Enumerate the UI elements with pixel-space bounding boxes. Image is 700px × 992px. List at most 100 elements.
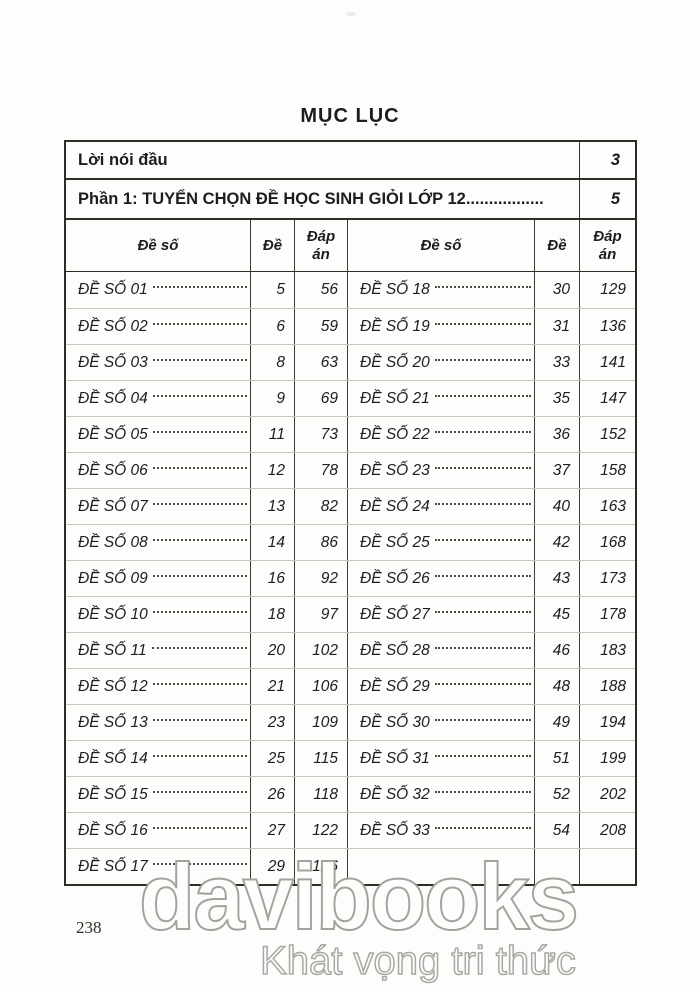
exam-page-text: 49 bbox=[552, 713, 570, 731]
entry-title-text: ĐỀ SỐ 27 bbox=[360, 605, 430, 623]
entry-title-text: ĐỀ SỐ 02 bbox=[78, 317, 148, 335]
entry-title: ĐỀ SỐ 26 bbox=[347, 561, 534, 596]
exam-page: 6 bbox=[250, 309, 294, 344]
answer-page-text: 173 bbox=[600, 569, 626, 587]
exam-page-text: 54 bbox=[552, 821, 570, 839]
entry-title: ĐỀ SỐ 03 bbox=[66, 345, 250, 380]
answer-page: 86 bbox=[294, 525, 347, 560]
answer-page: 109 bbox=[294, 705, 347, 740]
answer-page-text: 188 bbox=[600, 677, 626, 695]
dot-leader bbox=[434, 502, 531, 505]
dot-leader bbox=[152, 538, 247, 541]
toc-row: ĐỀ SỐ 03 8 63 ĐỀ SỐ 20 33 141 bbox=[66, 344, 635, 380]
exam-page-text: 48 bbox=[552, 677, 570, 695]
exam-page: 16 bbox=[250, 561, 294, 596]
exam-page: 20 bbox=[250, 633, 294, 668]
exam-page: 26 bbox=[250, 777, 294, 812]
answer-page-text: 129 bbox=[600, 281, 626, 298]
entry-title-text: ĐỀ SỐ 11 bbox=[78, 641, 147, 659]
entry-title-text: ĐỀ SỐ 31 bbox=[360, 749, 430, 767]
dot-leader bbox=[152, 754, 247, 757]
entry-title-text: ĐỀ SỐ 14 bbox=[78, 749, 148, 767]
exam-page: 12 bbox=[250, 453, 294, 488]
exam-page-text: 9 bbox=[276, 389, 285, 407]
toc-row: ĐỀ SỐ 13 23 109 ĐỀ SỐ 30 49 194 bbox=[66, 704, 635, 740]
dot-leader bbox=[434, 610, 531, 613]
entry-title-text: ĐỀ SỐ 30 bbox=[360, 713, 430, 731]
entry-title: ĐỀ SỐ 17 bbox=[66, 849, 250, 884]
answer-page-text: 63 bbox=[320, 353, 338, 371]
entry-title: ĐỀ SỐ 14 bbox=[66, 741, 250, 776]
exam-page-text: 5 bbox=[276, 281, 285, 298]
exam-page: 8 bbox=[250, 345, 294, 380]
answer-page-text: 109 bbox=[312, 713, 338, 731]
answer-page: 118 bbox=[294, 777, 347, 812]
header-answer-page-left: Đáp án bbox=[294, 220, 347, 271]
answer-page-text: 102 bbox=[312, 641, 338, 659]
foreword-label: Lời nói đầu bbox=[78, 150, 168, 169]
entry-title-text: ĐỀ SỐ 32 bbox=[360, 785, 430, 803]
dot-leader bbox=[434, 430, 531, 433]
entry-title-text: ĐỀ SỐ 24 bbox=[360, 497, 430, 515]
exam-page-text: 46 bbox=[552, 641, 570, 659]
toc-row: ĐỀ SỐ 09 16 92 ĐỀ SỐ 26 43 173 bbox=[66, 560, 635, 596]
answer-page-text: 126 bbox=[312, 857, 338, 875]
entry-title-text: ĐỀ SỐ 10 bbox=[78, 605, 148, 623]
answer-page: 129 bbox=[579, 272, 635, 308]
entry-title-text: ĐỀ SỐ 20 bbox=[360, 353, 430, 371]
entry-title-text: ĐỀ SỐ 16 bbox=[78, 821, 148, 839]
answer-page-text: 59 bbox=[320, 317, 338, 335]
toc-row: ĐỀ SỐ 02 6 59 ĐỀ SỐ 19 31 136 bbox=[66, 308, 635, 344]
dot-leader bbox=[152, 826, 247, 829]
exam-page-text: 37 bbox=[552, 461, 570, 479]
part1-page-number: 5 bbox=[579, 180, 635, 218]
exam-page: 11 bbox=[250, 417, 294, 452]
dot-leader bbox=[152, 502, 247, 505]
entry-title: ĐỀ SỐ 23 bbox=[347, 453, 534, 488]
entry-title: ĐỀ SỐ 30 bbox=[347, 705, 534, 740]
exam-page: 40 bbox=[534, 489, 579, 524]
dot-leader bbox=[434, 826, 531, 829]
entry-title-text: ĐỀ SỐ 33 bbox=[360, 821, 430, 839]
answer-page: 202 bbox=[579, 777, 635, 812]
exam-page: 23 bbox=[250, 705, 294, 740]
exam-page-text: 13 bbox=[267, 497, 285, 515]
exam-page: 29 bbox=[250, 849, 294, 884]
entry-title: ĐỀ SỐ 25 bbox=[347, 525, 534, 560]
answer-page-text: 178 bbox=[600, 605, 626, 623]
answer-page: 194 bbox=[579, 705, 635, 740]
toc-row: ĐỀ SỐ 04 9 69 ĐỀ SỐ 21 35 147 bbox=[66, 380, 635, 416]
toc-row-part1: Phần 1: TUYỂN CHỌN ĐỀ HỌC SINH GIỎI LỚP … bbox=[66, 180, 635, 220]
dot-leader bbox=[434, 466, 531, 469]
entry-title: ĐỀ SỐ 33 bbox=[347, 813, 534, 848]
entry-title: ĐỀ SỐ 04 bbox=[66, 381, 250, 416]
toc-body: ĐỀ SỐ 01 5 56 ĐỀ SỐ 18 30 129 ĐỀ SỐ 02 6 59 ĐỀ SỐ… bbox=[66, 272, 635, 884]
entry-title: ĐỀ SỐ 08 bbox=[66, 525, 250, 560]
answer-page-text: 69 bbox=[320, 389, 338, 407]
exam-page: 45 bbox=[534, 597, 579, 632]
answer-page: 56 bbox=[294, 272, 347, 308]
exam-page-text: 11 bbox=[268, 425, 285, 443]
entry-title: ĐỀ SỐ 06 bbox=[66, 453, 250, 488]
exam-page: 25 bbox=[250, 741, 294, 776]
exam-page bbox=[534, 849, 579, 884]
answer-page: 147 bbox=[579, 381, 635, 416]
entry-title: ĐỀ SỐ 29 bbox=[347, 669, 534, 704]
toc-row-foreword: Lời nói đầu 3 bbox=[66, 142, 635, 180]
exam-page-text: 43 bbox=[552, 569, 570, 587]
answer-page: 82 bbox=[294, 489, 347, 524]
answer-page: 178 bbox=[579, 597, 635, 632]
toc-row: ĐỀ SỐ 06 12 78 ĐỀ SỐ 23 37 158 bbox=[66, 452, 635, 488]
watermark-slogan: Khát vọng tri thức bbox=[259, 939, 576, 984]
entry-title-text: ĐỀ SỐ 17 bbox=[78, 857, 148, 875]
exam-page-text: 51 bbox=[552, 749, 570, 767]
dot-leader bbox=[434, 286, 531, 288]
answer-page: 136 bbox=[579, 309, 635, 344]
toc-row: ĐỀ SỐ 11 20 102 ĐỀ SỐ 28 46 183 bbox=[66, 632, 635, 668]
answer-page-text: 194 bbox=[600, 713, 626, 731]
entry-title: ĐỀ SỐ 31 bbox=[347, 741, 534, 776]
exam-page: 5 bbox=[250, 272, 294, 308]
dot-leader bbox=[434, 322, 531, 325]
entry-title: ĐỀ SỐ 27 bbox=[347, 597, 534, 632]
exam-page-text: 25 bbox=[267, 749, 285, 767]
